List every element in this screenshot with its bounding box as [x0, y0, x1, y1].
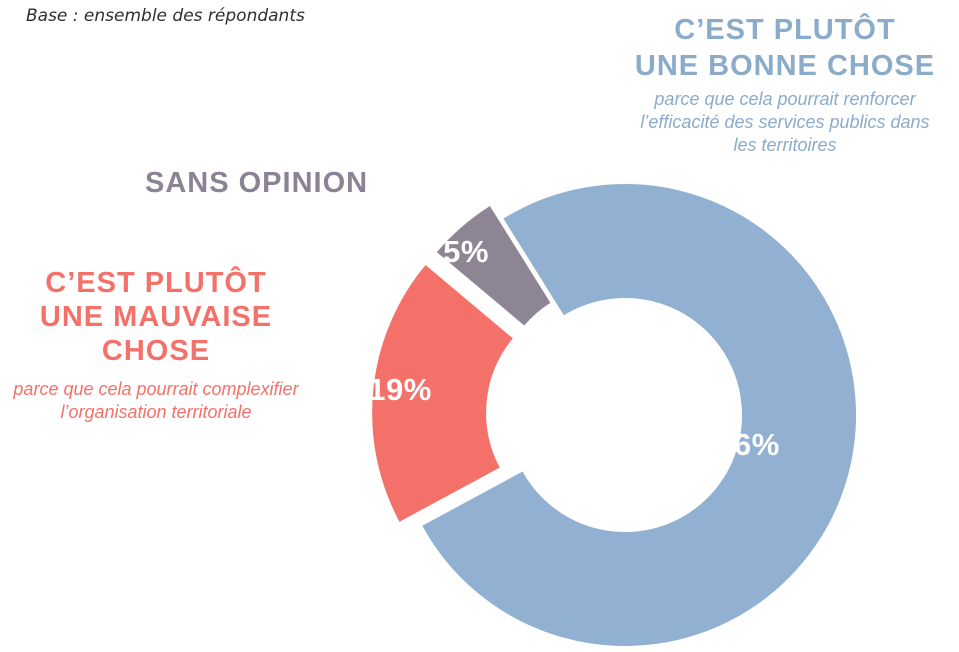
label-sans-opinion-title: SANS OPINION	[145, 167, 369, 199]
slice-value-sans-opinion: 5%	[443, 234, 489, 269]
donut-slice-2	[434, 203, 554, 329]
label-sans-opinion: SANS OPINION	[145, 165, 405, 201]
slice-value-bonne-chose: 76%	[716, 427, 780, 462]
label-bonne-chose-subtitle: parce que cela pourrait renforcer l’effi…	[640, 89, 930, 155]
label-bonne-chose: C’EST PLUTÔT UNE BONNE CHOSE parce que c…	[610, 12, 959, 157]
label-mauvaise-chose-subtitle: parce que cela pourrait complexifier l’o…	[13, 379, 299, 422]
label-mauvaise-chose-title-line3: CHOSE	[101, 335, 211, 367]
slice-value-mauvaise-chose: 19%	[368, 372, 432, 407]
label-mauvaise-chose-title-line1: C’EST PLUTÔT	[45, 267, 267, 299]
label-bonne-chose-title-line1: C’EST PLUTÔT	[674, 14, 896, 46]
label-mauvaise-chose-title-line2: UNE MAUVAISE	[39, 301, 273, 333]
label-mauvaise-chose: C’EST PLUTÔT UNE MAUVAISE CHOSE parce qu…	[0, 266, 312, 424]
donut-slice-1	[370, 262, 516, 525]
donut-slice-0	[419, 182, 858, 648]
base-note: Base : ensemble des répondants	[26, 6, 305, 26]
label-bonne-chose-title-line2: UNE BONNE CHOSE	[634, 50, 936, 82]
